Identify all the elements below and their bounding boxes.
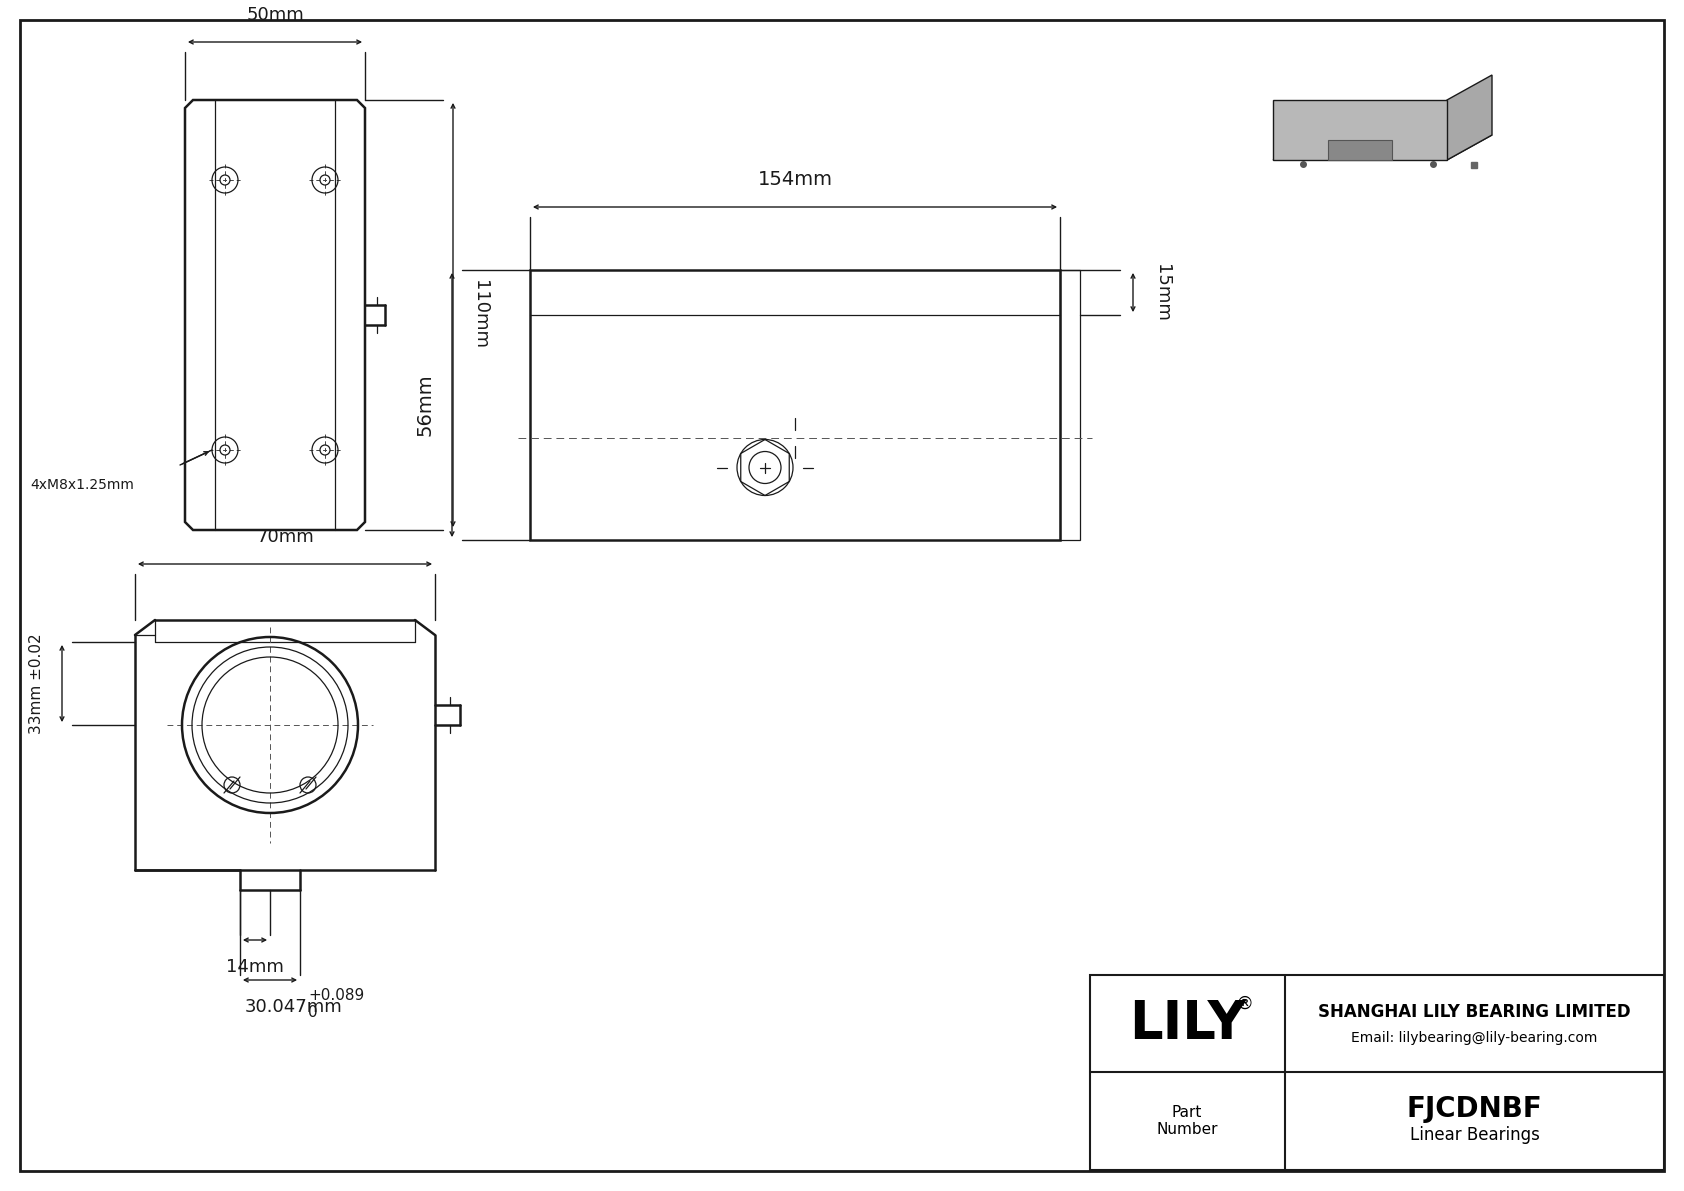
Text: +0.089
0: +0.089 0 [308, 989, 364, 1021]
Text: 15mm: 15mm [1154, 263, 1170, 322]
Polygon shape [1329, 141, 1393, 160]
Text: 50mm: 50mm [246, 6, 303, 24]
Text: Linear Bearings: Linear Bearings [1410, 1127, 1539, 1145]
Text: LILY: LILY [1128, 998, 1246, 1049]
Text: FJCDNBF: FJCDNBF [1406, 1096, 1543, 1123]
Text: ®: ® [1236, 994, 1255, 1012]
Text: 70mm: 70mm [256, 528, 313, 545]
Bar [1059, 270, 1079, 540]
Text: 30.047mm: 30.047mm [244, 998, 344, 1016]
Bar [530, 270, 1059, 540]
Text: Part
Number: Part Number [1157, 1105, 1218, 1137]
Text: 110mm: 110mm [472, 281, 488, 349]
Text: 56mm: 56mm [414, 374, 434, 436]
Polygon shape [1447, 75, 1492, 160]
Text: 154mm: 154mm [758, 170, 832, 189]
Polygon shape [1273, 135, 1492, 160]
Text: 33mm ±0.02: 33mm ±0.02 [29, 634, 44, 734]
Text: SHANGHAI LILY BEARING LIMITED: SHANGHAI LILY BEARING LIMITED [1319, 1003, 1630, 1021]
Text: 4xM8x1.25mm: 4xM8x1.25mm [30, 478, 133, 492]
Polygon shape [1273, 100, 1447, 160]
Text: 14mm: 14mm [226, 958, 285, 975]
Text: Email: lilybearing@lily-bearing.com: Email: lilybearing@lily-bearing.com [1351, 1030, 1598, 1045]
Bar [1090, 975, 1664, 1170]
